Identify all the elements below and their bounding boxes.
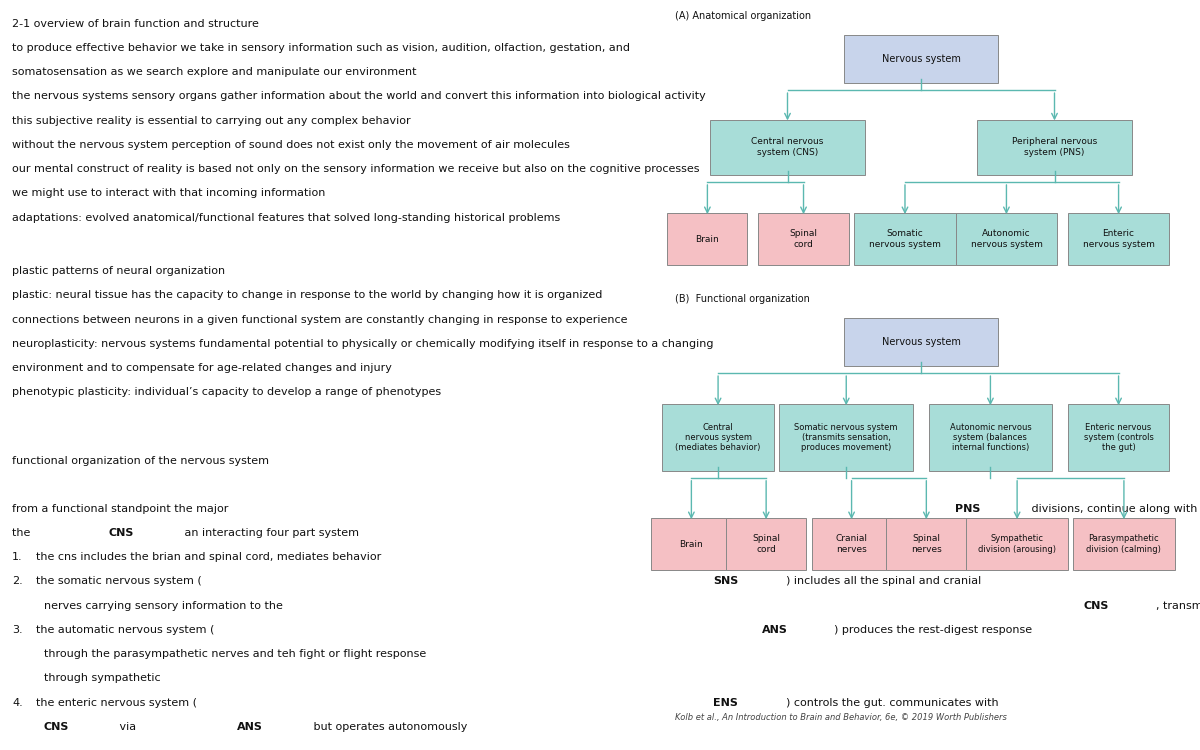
Text: plastic patterns of neural organization: plastic patterns of neural organization	[12, 266, 226, 276]
Text: 2-1 overview of brain function and structure: 2-1 overview of brain function and struc…	[12, 19, 259, 28]
FancyBboxPatch shape	[1073, 518, 1175, 570]
Text: Kolb et al., An Introduction to Brain and Behavior, 6e, © 2019 Worth Publishers: Kolb et al., An Introduction to Brain an…	[676, 713, 1007, 722]
Text: 1.: 1.	[12, 552, 23, 562]
Text: the cns includes the brian and spinal cord, mediates behavior: the cns includes the brian and spinal co…	[36, 552, 382, 562]
Text: without the nervous system perception of sound does not exist only the movement : without the nervous system perception of…	[12, 140, 570, 150]
Text: ) controls the gut. communicates with: ) controls the gut. communicates with	[786, 698, 998, 708]
Text: neuroplasticity: nervous systems fundamental potential to physically or chemical: neuroplasticity: nervous systems fundame…	[12, 339, 714, 349]
Text: environment and to compensate for age-related changes and injury: environment and to compensate for age-re…	[12, 363, 392, 374]
FancyBboxPatch shape	[1068, 213, 1169, 265]
Text: (B)  Functional organization: (B) Functional organization	[676, 294, 810, 304]
Text: Peripheral nervous
system (PNS): Peripheral nervous system (PNS)	[1012, 137, 1097, 157]
Text: Parasympathetic
division (calming): Parasympathetic division (calming)	[1086, 534, 1162, 554]
Text: ENS: ENS	[713, 698, 738, 708]
Text: connections between neurons in a given functional system are constantly changing: connections between neurons in a given f…	[12, 315, 628, 325]
Text: Nervous system: Nervous system	[882, 54, 960, 64]
Text: Central
nervous system
(mediates behavior): Central nervous system (mediates behavio…	[676, 422, 761, 452]
FancyBboxPatch shape	[966, 518, 1068, 570]
Text: plastic: neural tissue has the capacity to change in response to the world by ch: plastic: neural tissue has the capacity …	[12, 290, 602, 301]
FancyBboxPatch shape	[929, 404, 1052, 470]
Text: the automatic nervous system (: the automatic nervous system (	[36, 625, 215, 635]
Text: Brain: Brain	[696, 235, 719, 244]
Text: somatosensation as we search explore and manipulate our environment: somatosensation as we search explore and…	[12, 67, 416, 77]
Text: ANS: ANS	[238, 722, 263, 732]
Text: Enteric nervous
system (controls
the gut): Enteric nervous system (controls the gut…	[1084, 422, 1153, 452]
Text: ) includes all the spinal and cranial: ) includes all the spinal and cranial	[786, 577, 982, 586]
Text: to produce effective behavior we take in sensory information such as vision, aud: to produce effective behavior we take in…	[12, 43, 630, 52]
FancyBboxPatch shape	[726, 518, 806, 570]
FancyBboxPatch shape	[1068, 404, 1169, 470]
Text: Autonomic nervous
system (balances
internal functions): Autonomic nervous system (balances inter…	[949, 422, 1031, 452]
Text: ANS: ANS	[762, 625, 787, 635]
Text: our mental construct of reality is based not only on the sensory information we : our mental construct of reality is based…	[12, 164, 700, 174]
Text: Somatic nervous system
(transmits sensation,
produces movement): Somatic nervous system (transmits sensat…	[794, 422, 898, 452]
Text: CNS: CNS	[43, 722, 68, 732]
FancyBboxPatch shape	[667, 213, 748, 265]
Text: but operates autonomously: but operates autonomously	[310, 722, 467, 732]
Text: phenotypic plasticity: individual’s capacity to develop a range of phenotypes: phenotypic plasticity: individual’s capa…	[12, 388, 442, 398]
Text: through sympathetic: through sympathetic	[43, 674, 160, 683]
FancyBboxPatch shape	[662, 404, 774, 470]
Text: Spinal
nerves: Spinal nerves	[911, 534, 942, 554]
Text: SNS: SNS	[713, 577, 738, 586]
Text: 4.: 4.	[12, 698, 23, 708]
Text: we might use to interact with that incoming information: we might use to interact with that incom…	[12, 188, 325, 198]
Text: this subjective reality is essential to carrying out any complex behavior: this subjective reality is essential to …	[12, 116, 410, 125]
FancyBboxPatch shape	[887, 518, 966, 570]
FancyBboxPatch shape	[710, 119, 865, 175]
FancyBboxPatch shape	[811, 518, 892, 570]
Text: Spinal
cord: Spinal cord	[752, 534, 780, 554]
Text: the enteric nervous system (: the enteric nervous system (	[36, 698, 197, 708]
Text: PNS: PNS	[955, 504, 980, 514]
Text: (A) Anatomical organization: (A) Anatomical organization	[676, 11, 811, 21]
Text: , transmits motor: , transmits motor	[1157, 601, 1200, 610]
Text: Cranial
nerves: Cranial nerves	[835, 534, 868, 554]
Text: Sympathetic
division (arousing): Sympathetic division (arousing)	[978, 534, 1056, 554]
Text: the: the	[12, 528, 34, 538]
Text: Central nervous
system (CNS): Central nervous system (CNS)	[751, 137, 823, 157]
Text: via: via	[116, 722, 139, 732]
Text: Somatic
nervous system: Somatic nervous system	[869, 230, 941, 249]
Text: 3.: 3.	[12, 625, 23, 635]
FancyBboxPatch shape	[955, 213, 1057, 265]
FancyBboxPatch shape	[844, 318, 998, 366]
FancyBboxPatch shape	[977, 119, 1132, 175]
Text: CNS: CNS	[109, 528, 134, 538]
Text: Autonomic
nervous system: Autonomic nervous system	[971, 230, 1043, 249]
FancyBboxPatch shape	[854, 213, 955, 265]
Text: Nervous system: Nervous system	[882, 337, 960, 347]
FancyBboxPatch shape	[844, 35, 998, 82]
Text: from a functional standpoint the major: from a functional standpoint the major	[12, 504, 232, 514]
Text: Enteric
nervous system: Enteric nervous system	[1082, 230, 1154, 249]
Text: Spinal
cord: Spinal cord	[790, 230, 817, 249]
Text: nerves carrying sensory information to the: nerves carrying sensory information to t…	[43, 601, 286, 610]
FancyBboxPatch shape	[652, 518, 732, 570]
Text: the somatic nervous system (: the somatic nervous system (	[36, 577, 202, 586]
FancyBboxPatch shape	[758, 213, 848, 265]
Text: divisions, continue along with: divisions, continue along with	[1028, 504, 1198, 514]
Text: through the parasympathetic nerves and teh fight or flight response: through the parasympathetic nerves and t…	[43, 650, 426, 659]
Text: adaptations: evolved anatomical/functional features that solved long-standing hi: adaptations: evolved anatomical/function…	[12, 212, 560, 223]
Text: 2.: 2.	[12, 577, 23, 586]
Text: ) produces the rest-digest response: ) produces the rest-digest response	[834, 625, 1032, 635]
Text: Brain: Brain	[679, 539, 703, 548]
Text: the nervous systems sensory organs gather information about the world and conver: the nervous systems sensory organs gathe…	[12, 92, 706, 101]
FancyBboxPatch shape	[780, 404, 913, 470]
Text: CNS: CNS	[1084, 601, 1109, 610]
Text: an interacting four part system: an interacting four part system	[181, 528, 359, 538]
Text: functional organization of the nervous system: functional organization of the nervous s…	[12, 456, 269, 466]
